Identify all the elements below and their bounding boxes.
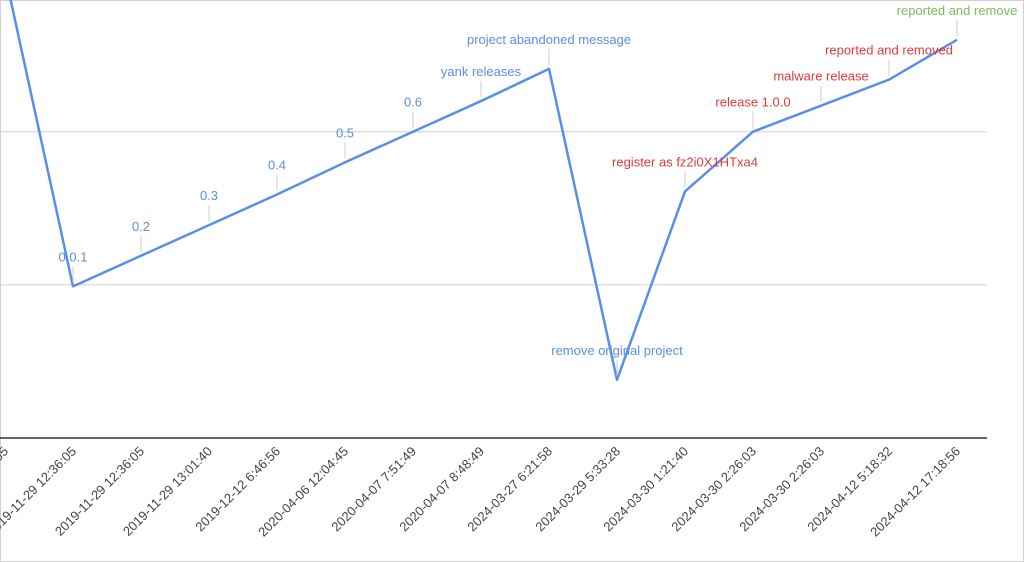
annotation: remove original project bbox=[551, 343, 683, 358]
annotation: 0.5 bbox=[336, 125, 354, 140]
annotation: malware release bbox=[773, 69, 868, 84]
annotation: project abandoned message bbox=[467, 32, 631, 47]
annotation: release 1.0.0 bbox=[715, 95, 790, 110]
annotation: reported and removed bbox=[825, 43, 953, 58]
annotation: 0.3 bbox=[200, 188, 218, 203]
annotation: register as fz2i0X1HTxa4 bbox=[612, 154, 758, 169]
annotation: reported and remove bbox=[897, 3, 1018, 18]
annotation: 0.2 bbox=[132, 219, 150, 234]
line bbox=[9, 0, 958, 382]
plot bbox=[9, 0, 958, 382]
x-tick-label: 05 bbox=[0, 444, 11, 465]
annotation: 0.6 bbox=[404, 95, 422, 110]
annotation: 0.4 bbox=[268, 157, 286, 172]
annotation: 0.0.1 bbox=[59, 249, 88, 264]
annotation: yank releases bbox=[441, 64, 522, 79]
